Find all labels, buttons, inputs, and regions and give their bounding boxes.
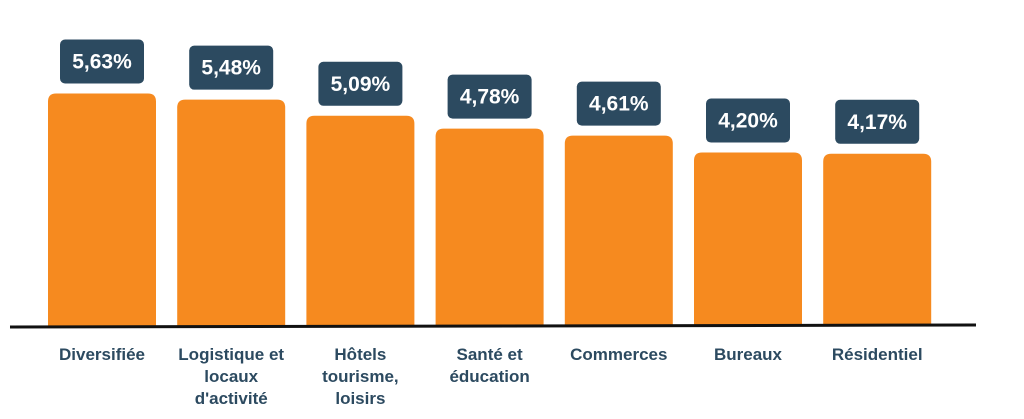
bar-7 [823,153,932,326]
value-label-6: 4,20% [718,110,778,133]
category-label-6: Bureaux [714,345,783,364]
value-label-3: 5,09% [331,73,391,96]
category-label-4: Santé et éducation [449,345,529,386]
value-label-box-6 [706,98,790,143]
value-label-box-4 [447,74,532,119]
value-label-5: 4,61% [589,93,649,116]
category-label-2: Logistique et locaux d'activité [178,345,284,408]
value-label-4: 4,78% [460,86,520,109]
value-label-7: 4,17% [847,111,907,134]
bar-1 [48,93,156,326]
bar-6 [694,152,802,326]
value-label-box-1 [60,39,144,84]
value-label-box-5 [576,81,661,126]
bar-3 [306,115,415,327]
bar-2 [177,99,286,327]
category-label-5: Commerces [570,345,667,364]
category-label-7: Résidentiel [832,345,923,364]
bar-5 [564,135,673,326]
value-label-box-3 [318,61,403,106]
value-label-box-2 [189,45,274,90]
category-label-3: Hôtels tourisme, loisirs [322,345,399,408]
bar-4 [435,128,544,326]
x-axis-baseline [9,323,977,329]
value-label-1: 5,63% [72,50,132,73]
category-label-1: Diversifiée [59,345,145,364]
value-label-box-7 [835,99,920,144]
value-label-2: 5,48% [201,57,261,80]
